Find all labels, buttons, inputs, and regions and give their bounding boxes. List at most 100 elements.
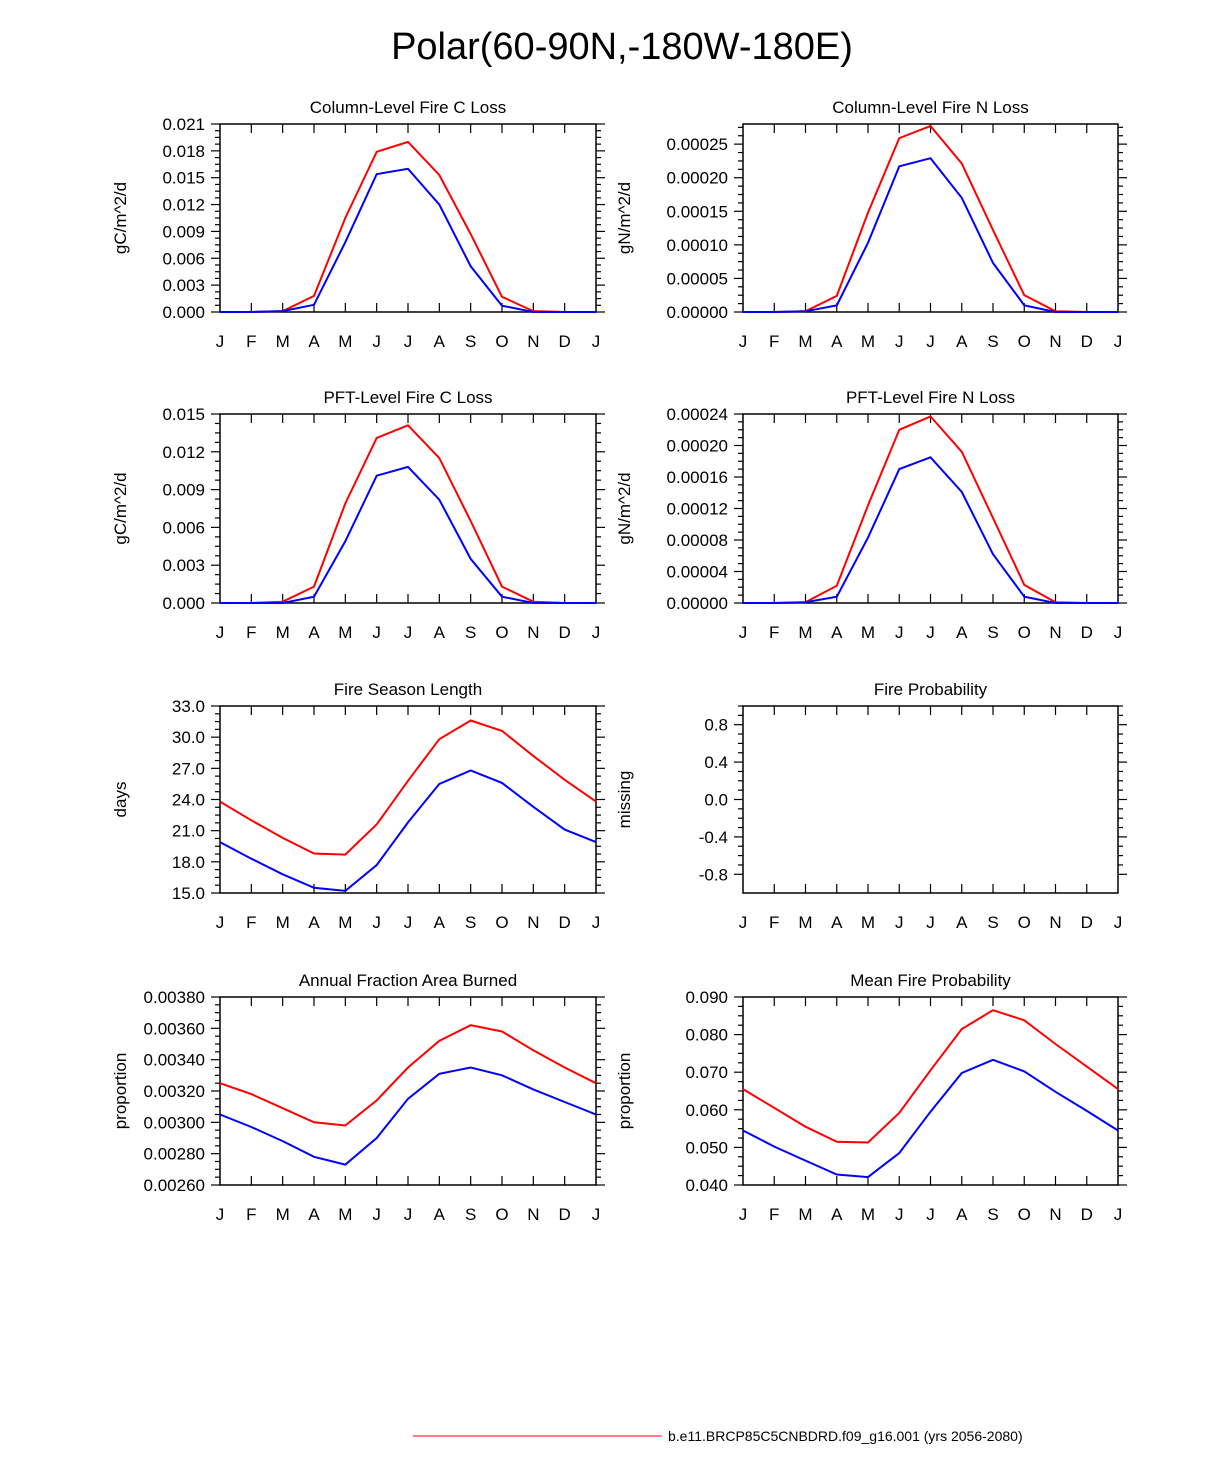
x-tick-label: A: [308, 332, 320, 351]
y-tick-label: 33.0: [172, 697, 205, 716]
series-line-red: [220, 140, 596, 313]
y-tick-label: 0.009: [162, 481, 205, 500]
y-axis-label: gN/m^2/d: [615, 182, 634, 254]
y-axis-label: gN/m^2/d: [615, 472, 634, 544]
plot-frame: [742, 705, 1119, 894]
y-axis-label: proportion: [615, 1053, 634, 1130]
series-line-blue: [220, 465, 596, 604]
chart-title: Mean Fire Probability: [850, 971, 1011, 990]
x-tick-label: A: [434, 332, 446, 351]
y-axis-label: days: [111, 782, 130, 818]
y-tick-label: 0.006: [162, 249, 205, 268]
series-line-red: [743, 124, 1118, 313]
y-tick-label: 0.000: [162, 594, 205, 613]
y-axis-label: missing: [615, 771, 634, 829]
x-tick-label: A: [831, 913, 843, 932]
x-tick-label: S: [465, 913, 476, 932]
y-tick-label: 0.00360: [144, 1019, 205, 1038]
x-tick-label: N: [527, 913, 539, 932]
x-tick-label: M: [276, 623, 290, 642]
x-tick-label: M: [861, 913, 875, 932]
x-tick-label: J: [739, 623, 748, 642]
x-tick-label: A: [831, 623, 843, 642]
y-tick-label: 0.00020: [667, 437, 728, 456]
x-tick-label: M: [276, 332, 290, 351]
y-tick-label: 30.0: [172, 728, 205, 747]
plot-frame: [219, 413, 597, 604]
x-tick-label: N: [527, 332, 539, 351]
x-tick-label: A: [308, 623, 320, 642]
y-tick-label: 0.4: [704, 753, 728, 772]
y-tick-label: 0.050: [685, 1138, 728, 1157]
y-tick-label: 0.015: [162, 405, 205, 424]
chart-title: PFT-Level Fire C Loss: [323, 388, 492, 407]
x-tick-label: D: [559, 1205, 571, 1224]
series-line-red: [220, 424, 596, 604]
y-tick-label: 0.015: [162, 169, 205, 188]
x-tick-label: J: [895, 623, 904, 642]
y-tick-label: 0.00260: [144, 1176, 205, 1195]
x-tick-label: J: [739, 1205, 748, 1224]
x-tick-label: J: [1114, 332, 1123, 351]
x-tick-label: M: [338, 1205, 352, 1224]
y-tick-label: -0.4: [699, 828, 728, 847]
x-tick-label: O: [1018, 332, 1031, 351]
y-tick-label: 0.00010: [667, 236, 728, 255]
x-tick-label: J: [372, 332, 381, 351]
x-tick-label: D: [559, 913, 571, 932]
x-tick-label: S: [465, 623, 476, 642]
y-axis-label: proportion: [111, 1053, 130, 1130]
x-tick-label: S: [987, 913, 998, 932]
x-tick-label: A: [434, 1205, 446, 1224]
y-tick-label: 0.006: [162, 518, 205, 537]
y-tick-label: 21.0: [172, 822, 205, 841]
y-tick-label: 0.009: [162, 222, 205, 241]
x-tick-label: A: [434, 913, 446, 932]
chart-title: Column-Level Fire N Loss: [832, 98, 1029, 117]
x-tick-label: J: [404, 332, 413, 351]
x-tick-label: A: [956, 1205, 968, 1224]
x-tick-label: F: [769, 913, 779, 932]
y-tick-label: 0.00004: [667, 563, 728, 582]
x-tick-label: M: [798, 623, 812, 642]
x-tick-label: M: [861, 623, 875, 642]
x-tick-label: A: [831, 332, 843, 351]
y-tick-label: 0.000: [162, 303, 205, 322]
plot-frame: [219, 123, 597, 313]
x-tick-label: F: [246, 913, 256, 932]
x-tick-label: J: [895, 913, 904, 932]
x-tick-label: J: [592, 332, 601, 351]
x-tick-label: N: [527, 1205, 539, 1224]
x-tick-label: F: [246, 332, 256, 351]
x-tick-label: F: [769, 623, 779, 642]
plot-frame: [742, 123, 1119, 313]
x-tick-label: A: [434, 623, 446, 642]
series-line-blue: [219, 1066, 597, 1166]
x-tick-label: J: [372, 913, 381, 932]
y-tick-label: 0.00016: [667, 468, 728, 487]
x-tick-label: M: [798, 913, 812, 932]
y-tick-label: 0.090: [685, 988, 728, 1007]
x-tick-label: O: [495, 913, 508, 932]
y-tick-label: 0.00020: [667, 169, 728, 188]
x-tick-label: J: [739, 332, 748, 351]
y-tick-label: -0.8: [699, 865, 728, 884]
x-tick-label: M: [338, 332, 352, 351]
series-line-red: [219, 719, 597, 856]
x-tick-label: O: [1018, 913, 1031, 932]
chart-title: PFT-Level Fire N Loss: [846, 388, 1015, 407]
x-tick-label: M: [861, 1205, 875, 1224]
x-tick-label: M: [276, 1205, 290, 1224]
x-tick-label: O: [1018, 1205, 1031, 1224]
y-tick-label: 0.00015: [667, 202, 728, 221]
x-tick-label: J: [1114, 913, 1123, 932]
plot-frame: [219, 705, 597, 894]
x-tick-label: A: [308, 913, 320, 932]
